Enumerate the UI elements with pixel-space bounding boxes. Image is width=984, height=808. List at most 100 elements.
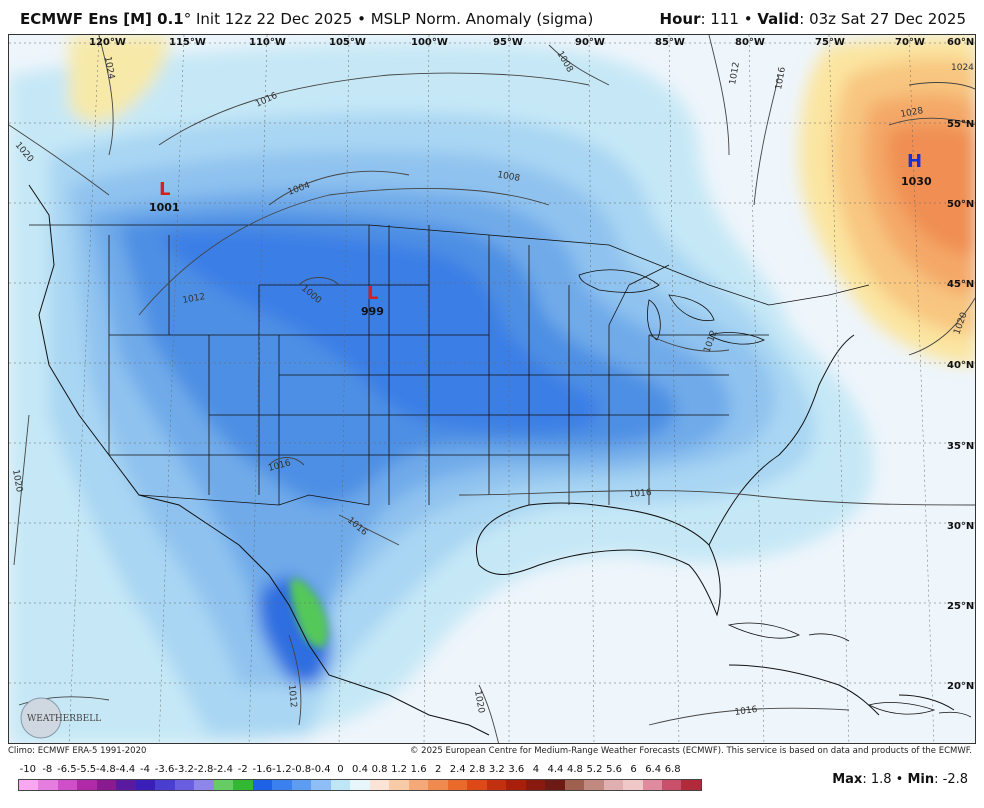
isobar-label: 1016	[774, 66, 788, 91]
colorbar-label: 1.2	[391, 764, 408, 775]
colorbar-label: 3.2	[488, 764, 505, 775]
colorbar-label: 5.6	[606, 764, 622, 775]
isobar-label: 1008	[496, 170, 521, 184]
state-borders	[29, 224, 870, 506]
colorbar-label: -0.8	[291, 764, 312, 775]
lat-label: 25°N	[947, 601, 974, 612]
latitude-labels: 60°N 55°N 50°N 45°N 40°N 35°N 30°N 25°N …	[947, 37, 974, 692]
isobar-label: 1016	[628, 488, 652, 500]
colorbar-swatch	[272, 780, 292, 790]
lat-label: 60°N	[947, 37, 974, 48]
colorbar-swatch	[545, 780, 565, 790]
logo-text: WEATHERBELL	[27, 714, 101, 724]
lat-label: 45°N	[947, 279, 974, 290]
colorbar-swatch	[681, 780, 701, 790]
colorbar-label: -1.6	[252, 764, 273, 775]
colorbar-swatch	[233, 780, 253, 790]
degree-symbol: °	[183, 10, 192, 28]
colorbar-label: 2	[434, 764, 442, 775]
hour-value: : 111	[700, 10, 739, 28]
colorbar-swatch	[428, 780, 448, 790]
isobar-label: 1028	[900, 106, 925, 120]
lon-label: 85°W	[655, 37, 685, 48]
isobar-label: 1020	[10, 469, 24, 494]
colorbar-swatch	[661, 780, 682, 790]
colorbar-label: 3.6	[508, 764, 525, 775]
lat-label: 50°N	[947, 199, 974, 210]
colorbar-label: 6	[630, 764, 637, 775]
colorbar-label: 5.2	[586, 764, 603, 775]
colorbar-label: -5.5	[76, 764, 97, 775]
anomaly-shading	[9, 35, 975, 743]
colorbar-swatch	[584, 780, 604, 790]
isobar-label: 1012	[728, 61, 742, 85]
copyright-note: © 2025 European Centre for Medium-Range …	[409, 746, 972, 756]
colorbar-swatch	[213, 780, 234, 790]
isobar-label: 1020	[472, 690, 486, 715]
colorbar-label: 6.4	[645, 764, 662, 775]
colorbar-swatch	[642, 780, 662, 790]
lat-label: 35°N	[947, 441, 974, 452]
isobar-label: 1024	[951, 63, 974, 73]
valid-time-info: Hour: 111 • Valid: 03z Sat 27 Dec 2025	[660, 10, 966, 28]
header: ECMWF Ens [M] 0.1° Init 12z 22 Dec 2025 …	[0, 0, 984, 34]
map-title: ECMWF Ens [M] 0.1° Init 12z 22 Dec 2025 …	[20, 10, 593, 28]
pressure-centers: L 1001 L 999 H 1030	[149, 151, 932, 318]
high-pressure-letter[interactable]: H	[907, 151, 922, 172]
lon-label: 120°W	[89, 37, 126, 48]
lat-label: 30°N	[947, 521, 974, 532]
max-label: Max	[832, 772, 863, 787]
great-lakes	[578, 269, 765, 345]
colorbar-swatch	[19, 780, 39, 790]
colorbar-swatch	[38, 780, 58, 790]
colorbar-swatch	[155, 780, 175, 790]
lat-label: 20°N	[947, 681, 974, 692]
lon-label: 75°W	[815, 37, 845, 48]
colorbar-swatch	[389, 780, 409, 790]
max-min-stats: Max: 1.8 • Min: -2.8	[832, 772, 968, 787]
colorbar-swatch	[252, 780, 273, 790]
colorbar-swatch	[369, 780, 390, 790]
colorbar-label: 1.6	[410, 764, 427, 775]
low-pressure-letter[interactable]: L	[367, 283, 378, 304]
colorbar-swatch	[194, 780, 214, 790]
lon-label: 115°W	[169, 37, 206, 48]
min-value: : -2.8	[934, 772, 968, 787]
lon-label: 70°W	[895, 37, 925, 48]
map-svg: 1024 1020 1016 1012 1008 1004 1000 1008 …	[9, 35, 975, 743]
colorbar-label: 4.4	[547, 764, 564, 775]
colorbar-label: -10	[19, 764, 36, 775]
colorbar-swatch	[564, 780, 585, 790]
colorbar-swatch	[506, 780, 526, 790]
colorbar-swatches	[18, 779, 702, 791]
colorbar-label: 4.8	[567, 764, 583, 775]
model-name: ECMWF Ens [M] 0.1	[20, 10, 184, 28]
lat-label: 40°N	[947, 360, 974, 371]
colorbar-swatch	[486, 780, 507, 790]
longitude-labels: 120°W 115°W 110°W 105°W 100°W 95°W 90°W …	[89, 37, 925, 48]
colorbar-label: -2.8	[193, 764, 214, 775]
colorbar-label: -4.4	[115, 764, 136, 775]
colorbar-swatch	[467, 780, 487, 790]
coastlines	[28, 184, 955, 736]
init-time: Init 12z 22 Dec 2025	[191, 10, 353, 28]
colorbar-label: -4.8	[96, 764, 116, 775]
colorbar-swatch	[311, 780, 331, 790]
colorbar-swatch	[116, 780, 136, 790]
colorbar-swatch	[57, 780, 78, 790]
colorbar-label: 6.8	[664, 764, 681, 775]
colorbar-swatch	[291, 780, 312, 790]
climo-note: Climo: ECMWF ERA-5 1991-2020	[8, 746, 147, 756]
lon-label: 105°W	[329, 37, 366, 48]
colorbar: -10 -8 -6.5 -5.5 -4.8 -4.4 -4 -3.6 -3.2 -2.8 -2.4-…	[18, 764, 702, 796]
lon-label: 80°W	[735, 37, 765, 48]
map-panel[interactable]: 1024 1020 1016 1012 1008 1004 1000 1008 …	[8, 34, 976, 744]
isobar-label: 1012	[182, 292, 206, 306]
low-pressure-value: 999	[361, 305, 384, 318]
colorbar-swatch	[77, 780, 97, 790]
colorbar-label: -1.2	[272, 764, 292, 775]
colorbar-label: -2	[237, 764, 248, 775]
colorbar-swatch	[96, 780, 117, 790]
low-pressure-letter[interactable]: L	[159, 179, 170, 200]
isobar-label: 1012	[286, 684, 298, 708]
